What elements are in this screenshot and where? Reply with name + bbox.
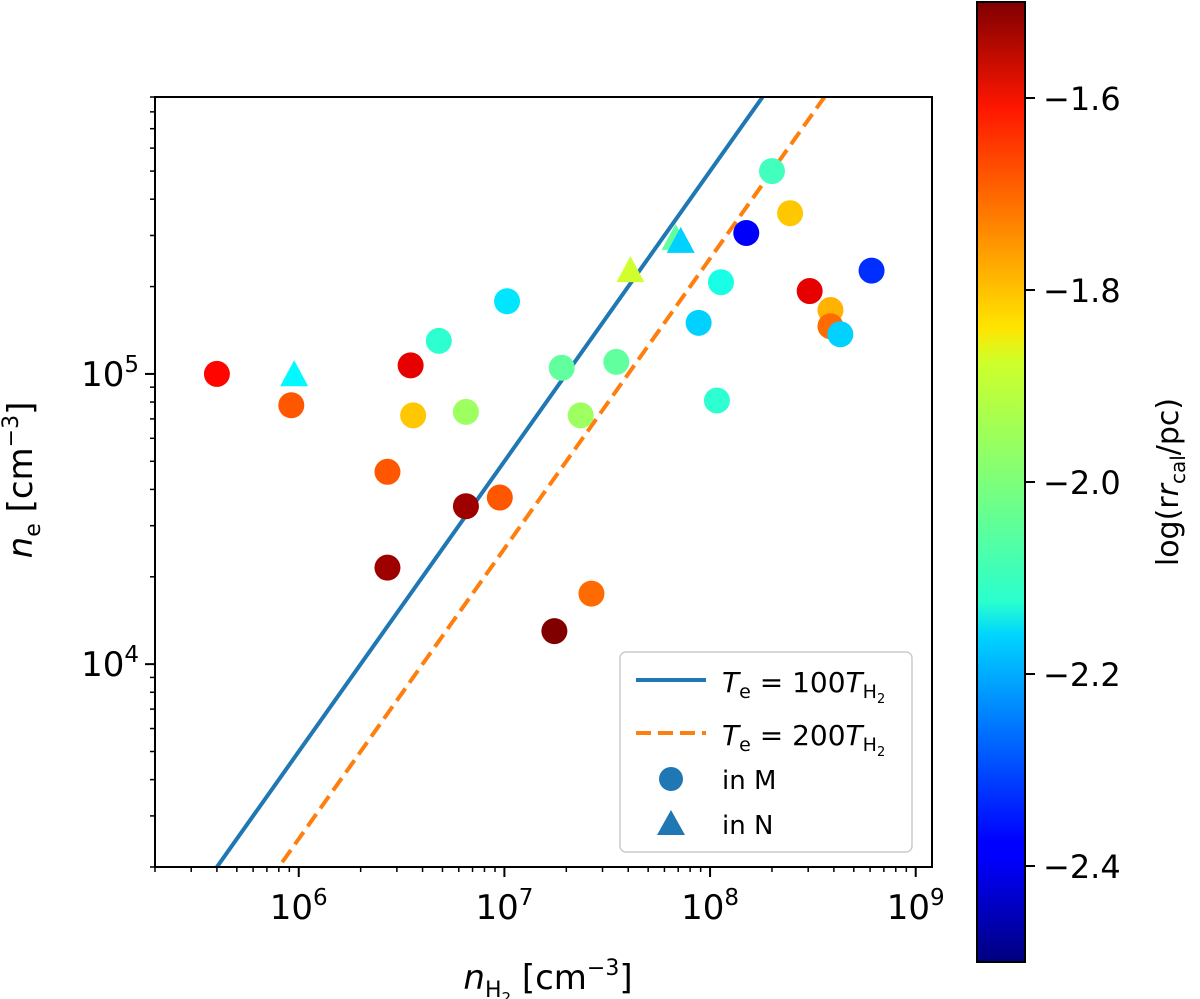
legend-box (619, 651, 913, 853)
colorbar-label: log(rrcal/pc) (1151, 398, 1190, 566)
x-tick-label: 106 (270, 885, 328, 928)
colorbar: −2.4 −2.2 −2.0 −1.8 −1.6 log(rrcal/pc) (976, 1, 1190, 963)
data-point-24 (758, 158, 785, 185)
data-point-15 (578, 580, 605, 607)
colorbar-gradient (976, 1, 1026, 963)
data-point-10 (486, 484, 513, 511)
legend-marker-circle (659, 767, 683, 791)
data-point-triangle-2 (280, 360, 309, 387)
data-point-16 (603, 348, 630, 375)
plot-area: 106 107 108 109 104 105 (81, 96, 945, 928)
legend-label-te100: Te = 100TH2 (722, 666, 885, 707)
data-point-25 (777, 200, 804, 227)
data-point-5 (397, 352, 424, 379)
y-tick-label: 104 (81, 642, 139, 685)
data-point-9 (452, 398, 479, 425)
x-tick-label: 109 (887, 885, 945, 928)
data-point-23 (733, 219, 760, 246)
data-point-21 (703, 387, 730, 414)
y-axis-label: ne [cm−3] (0, 402, 46, 559)
data-point-11 (494, 288, 521, 315)
data-point-triangle-19 (666, 226, 695, 253)
data-point-3 (374, 458, 401, 485)
data-points (203, 158, 885, 645)
x-axis-ticks: 106 107 108 109 (154, 867, 945, 928)
model-lines (214, 97, 827, 867)
x-axis-label: nH2 [cm−3] (463, 956, 632, 999)
data-point-14 (567, 402, 594, 429)
data-point-7 (425, 327, 452, 354)
legend-label-te200: Te = 200TH2 (722, 719, 885, 760)
legend-label-in-n: in N (722, 811, 773, 841)
data-point-12 (541, 618, 568, 645)
legend: Te = 100TH2 Te = 200TH2 in M in N (619, 651, 913, 853)
colorbar-tick-label: −1.8 (1043, 272, 1121, 310)
legend-marker-triangle (657, 810, 685, 835)
colorbar-tick-label: −1.6 (1043, 80, 1121, 118)
data-point-13 (548, 354, 575, 381)
colorbar-tick-label: −2.2 (1043, 656, 1121, 694)
data-point-20 (685, 309, 712, 336)
data-point-22 (707, 269, 734, 296)
line-Te=200TH2 (276, 97, 827, 867)
y-tick-label: 105 (81, 352, 139, 395)
line-Te=100TH2 (214, 97, 766, 867)
x-tick-label: 108 (681, 885, 739, 928)
data-point-26 (796, 278, 823, 305)
data-point-6 (400, 402, 427, 429)
data-point-4 (374, 554, 401, 581)
x-tick-label: 107 (475, 885, 533, 928)
data-point-triangle-17 (616, 256, 645, 283)
colorbar-tick-label: −2.4 (1043, 848, 1121, 886)
colorbar-ticks: −2.4 −2.2 −2.0 −1.8 −1.6 (1025, 80, 1121, 886)
data-point-8 (452, 493, 479, 520)
data-point-0 (203, 360, 230, 387)
data-point-1 (278, 392, 305, 419)
data-point-29 (827, 321, 854, 348)
colorbar-tick-label: −2.0 (1043, 464, 1121, 502)
plot-frame (154, 96, 933, 868)
y-axis-ticks: 104 105 (81, 96, 155, 868)
data-point-30 (858, 257, 885, 284)
legend-label-in-m: in M (722, 766, 776, 796)
